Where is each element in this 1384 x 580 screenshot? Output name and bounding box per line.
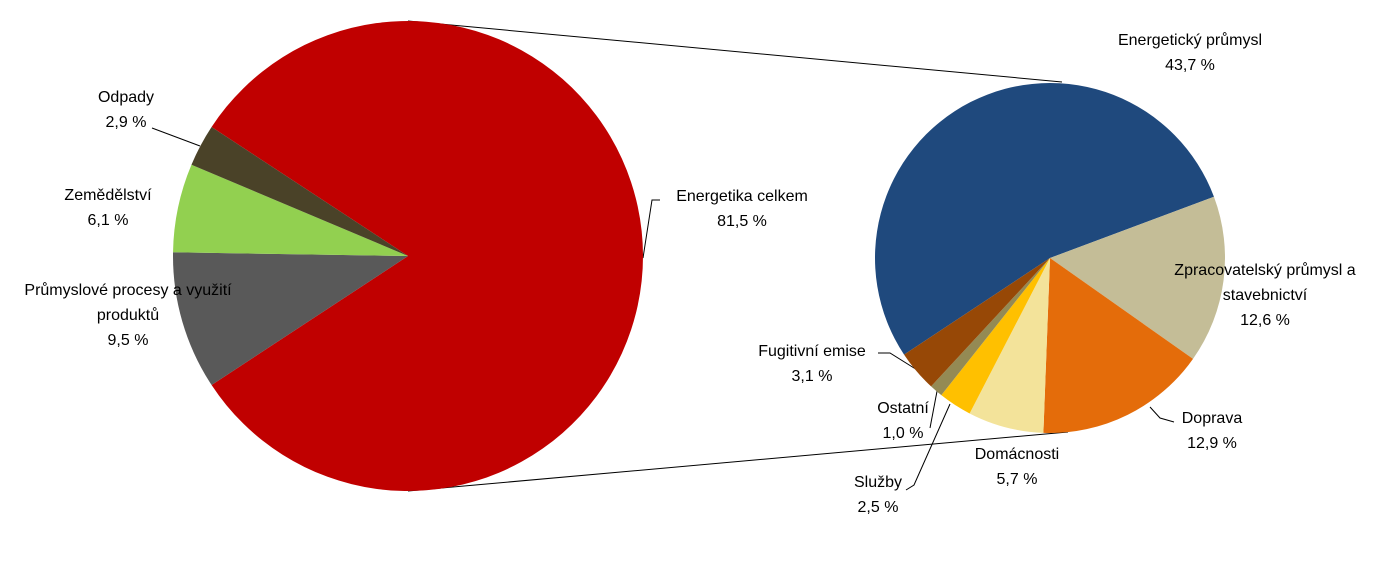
value-label: 2,9 %	[105, 114, 147, 131]
pie-slice	[931, 258, 1050, 396]
connector-line	[407, 431, 1069, 492]
category-label: Zemědělství	[64, 187, 152, 204]
value-label: 5,7 %	[996, 471, 1038, 488]
leader-line	[878, 352, 923, 374]
value-label: 6,1 %	[87, 212, 129, 229]
value-label: 43,7 %	[1165, 57, 1215, 74]
value-label: 1,0 %	[882, 425, 924, 442]
pie-slice	[1050, 196, 1225, 359]
data-label: Služby 2,5 %	[828, 470, 928, 520]
leader-line	[929, 385, 939, 429]
pie-slice	[172, 252, 408, 386]
value-label: 12,6 %	[1240, 312, 1290, 329]
connector-line	[407, 20, 1063, 83]
value-label: 2,5 %	[857, 499, 899, 516]
data-label: Zpracovatelský průmysl a stavebnictví 12,…	[1165, 258, 1365, 333]
category-label: Energetický průmysl	[1117, 32, 1263, 49]
pie-slice	[1043, 258, 1194, 433]
category-label: Ostatní	[877, 400, 929, 417]
leader-line	[1149, 406, 1175, 423]
category-label: Energetika celkem	[676, 188, 808, 205]
data-label: Zemědělství 6,1 %	[38, 183, 178, 233]
value-label: 3,1 %	[791, 368, 833, 385]
data-label: Ostatní 1,0 %	[853, 396, 953, 446]
leader-line	[151, 127, 201, 147]
data-label: Doprava 12,9 %	[1152, 406, 1272, 456]
value-label: 81,5 %	[717, 213, 767, 230]
pie-slice	[173, 164, 408, 256]
data-label: Energetický průmysl 43,7 %	[1080, 28, 1300, 78]
pie-slice	[875, 82, 1214, 355]
leader-line	[642, 199, 660, 259]
category-label: Služby	[853, 474, 903, 491]
data-label: Energetika celkem 81,5 %	[642, 184, 842, 234]
category-label: Domácnosti	[974, 446, 1060, 463]
pie-slice	[191, 126, 408, 256]
pie-slice	[941, 258, 1050, 414]
value-label: 12,9 %	[1187, 435, 1237, 452]
leader-line	[905, 403, 951, 491]
data-label: Odpady 2,9 %	[66, 85, 186, 135]
pie-slice	[904, 258, 1050, 387]
value-label: 9,5 %	[107, 332, 149, 349]
data-label: Fugitivní emise 3,1 %	[742, 339, 882, 389]
category-label: Odpady	[97, 89, 155, 106]
category-label: Doprava	[1181, 410, 1243, 427]
pie-slice	[969, 258, 1050, 433]
pie-slice	[211, 20, 643, 491]
data-label: Domácnosti 5,7 %	[957, 442, 1077, 492]
category-label: Průmyslové procesy a využití produktů	[24, 282, 232, 324]
data-label: Průmyslové procesy a využití produktů 9,5…	[0, 278, 258, 353]
category-label: Fugitivní emise	[758, 343, 866, 360]
category-label: Zpracovatelský průmysl a stavebnictví	[1174, 262, 1356, 304]
